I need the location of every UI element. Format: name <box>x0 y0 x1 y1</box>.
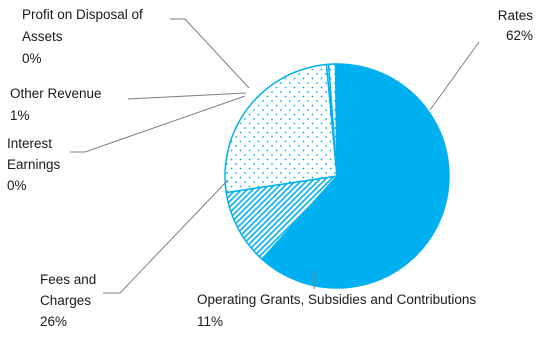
category-label-rates: Rates <box>498 8 534 23</box>
data-label-profit-on-disposal-of-assets: 0% <box>22 51 42 66</box>
slice-rates <box>260 63 450 289</box>
leader-line-interest-earnings <box>70 95 246 153</box>
category-label-interest-earnings: Interest <box>7 136 52 151</box>
leader-line-fees-and-charges <box>103 179 229 294</box>
data-label-rates: 62% <box>506 28 533 43</box>
category-label-profit-on-disposal-of-assets: Assets <box>22 29 63 44</box>
slice-labels: Rates 62% Operating Grants, Subsidies and … <box>7 7 533 329</box>
data-label-interest-earnings: 0% <box>7 178 27 193</box>
category-label-profit-on-disposal-of-assets: Profit on Disposal of <box>22 7 143 22</box>
category-label-operating-grants-subsidies-and-contributions: Operating Grants, Subsidies and Contribu… <box>197 292 476 307</box>
category-label-fees-and-charges: Fees and <box>40 272 96 287</box>
leader-lines <box>70 18 480 294</box>
pie-slices <box>224 63 450 289</box>
data-label-other-revenue: 1% <box>10 108 30 123</box>
category-label-interest-earnings: Earnings <box>7 157 61 172</box>
slice-profit-on-disposal-of-assets <box>334 63 338 177</box>
slice-fees-and-charges <box>224 63 338 194</box>
category-label-fees-and-charges: Charges <box>40 293 91 308</box>
leader-line-rates <box>429 41 480 111</box>
data-label-fees-and-charges: 26% <box>40 314 67 329</box>
slice-operating-grants-subsidies-and-contributions <box>225 174 339 261</box>
leader-line-other-revenue <box>127 92 247 100</box>
leader-line-profit-on-disposal-of-assets <box>170 18 250 89</box>
category-label-other-revenue: Other Revenue <box>10 86 102 101</box>
data-label-operating-grants-subsidies-and-contributions: 11% <box>197 314 223 329</box>
